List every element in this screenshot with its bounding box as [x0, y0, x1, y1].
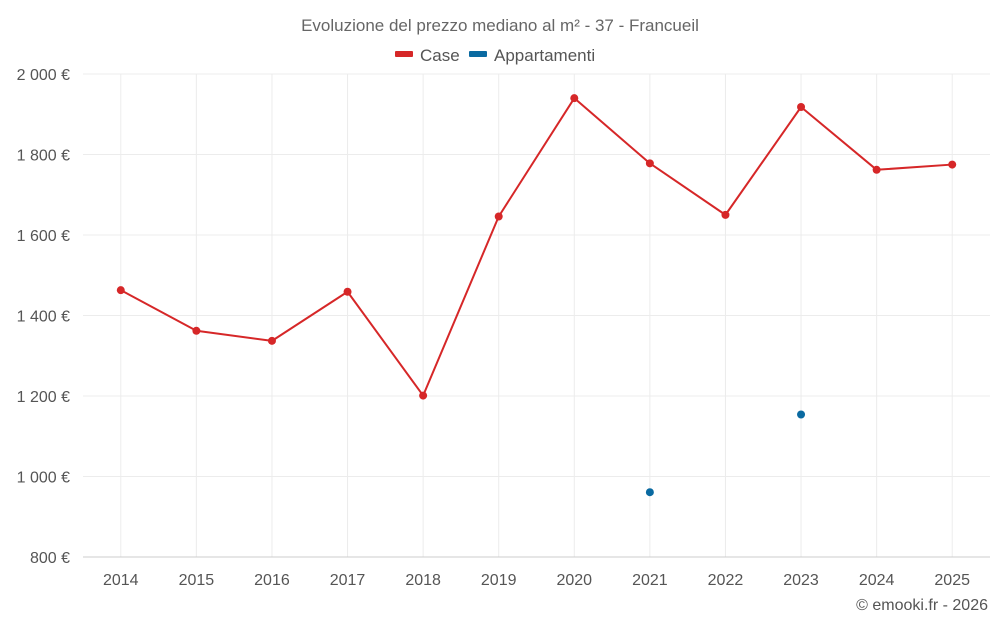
legend-label-case[interactable]: Case: [420, 46, 460, 65]
legend-label-appartamenti[interactable]: Appartamenti: [494, 46, 595, 65]
data-point-case[interactable]: [267, 336, 276, 345]
y-tick-label: 1 400 €: [17, 309, 70, 326]
x-axis-ticks: 2014 2015 2016 2017 2018 2019 2020 2021 2022 2023…: [103, 572, 970, 589]
legend-swatch-appartamenti[interactable]: [469, 51, 487, 57]
x-tick-label: 2018: [405, 572, 441, 589]
x-tick-label: 2023: [783, 572, 819, 589]
data-point-case[interactable]: [645, 159, 654, 168]
y-tick-label: 1 000 €: [17, 470, 70, 487]
series-layer: [116, 94, 957, 497]
x-tick-label: 2020: [556, 572, 592, 589]
data-point-case[interactable]: [494, 212, 503, 221]
y-tick-label: 2 000 €: [17, 67, 70, 84]
x-tick-label: 2017: [330, 572, 366, 589]
x-tick-label: 2021: [632, 572, 668, 589]
legend: Case Appartamenti: [395, 46, 595, 65]
data-point-case[interactable]: [192, 326, 201, 335]
x-tick-label: 2022: [708, 572, 744, 589]
chart-credit: © emooki.fr - 2026: [856, 597, 988, 614]
series-line-case: [120, 97, 953, 397]
data-point-appartamenti[interactable]: [797, 410, 806, 419]
chart-title: Evoluzione del prezzo mediano al m² - 37…: [301, 16, 699, 35]
data-point-case[interactable]: [419, 391, 428, 400]
data-point-case[interactable]: [570, 94, 579, 103]
data-point-case[interactable]: [116, 286, 125, 295]
data-point-case[interactable]: [721, 210, 730, 219]
legend-swatch-case[interactable]: [395, 51, 413, 57]
x-tick-label: 2016: [254, 572, 290, 589]
grid-layer: [83, 73, 990, 557]
x-tick-label: 2014: [103, 572, 139, 589]
data-point-appartamenti[interactable]: [645, 488, 654, 497]
data-point-case[interactable]: [797, 103, 806, 112]
y-tick-label: 800 €: [30, 550, 70, 567]
y-tick-label: 1 600 €: [17, 228, 70, 245]
data-point-case[interactable]: [948, 160, 957, 169]
y-tick-label: 1 800 €: [17, 148, 70, 165]
data-point-case[interactable]: [343, 287, 352, 296]
y-axis-ticks: 800 € 1 000 € 1 200 € 1 400 € 1 600 € 1 800 €…: [17, 67, 70, 567]
x-tick-label: 2015: [179, 572, 215, 589]
y-tick-label: 1 200 €: [17, 389, 70, 406]
x-tick-label: 2025: [934, 572, 970, 589]
x-tick-label: 2024: [859, 572, 895, 589]
data-point-case[interactable]: [872, 165, 881, 174]
x-tick-label: 2019: [481, 572, 517, 589]
